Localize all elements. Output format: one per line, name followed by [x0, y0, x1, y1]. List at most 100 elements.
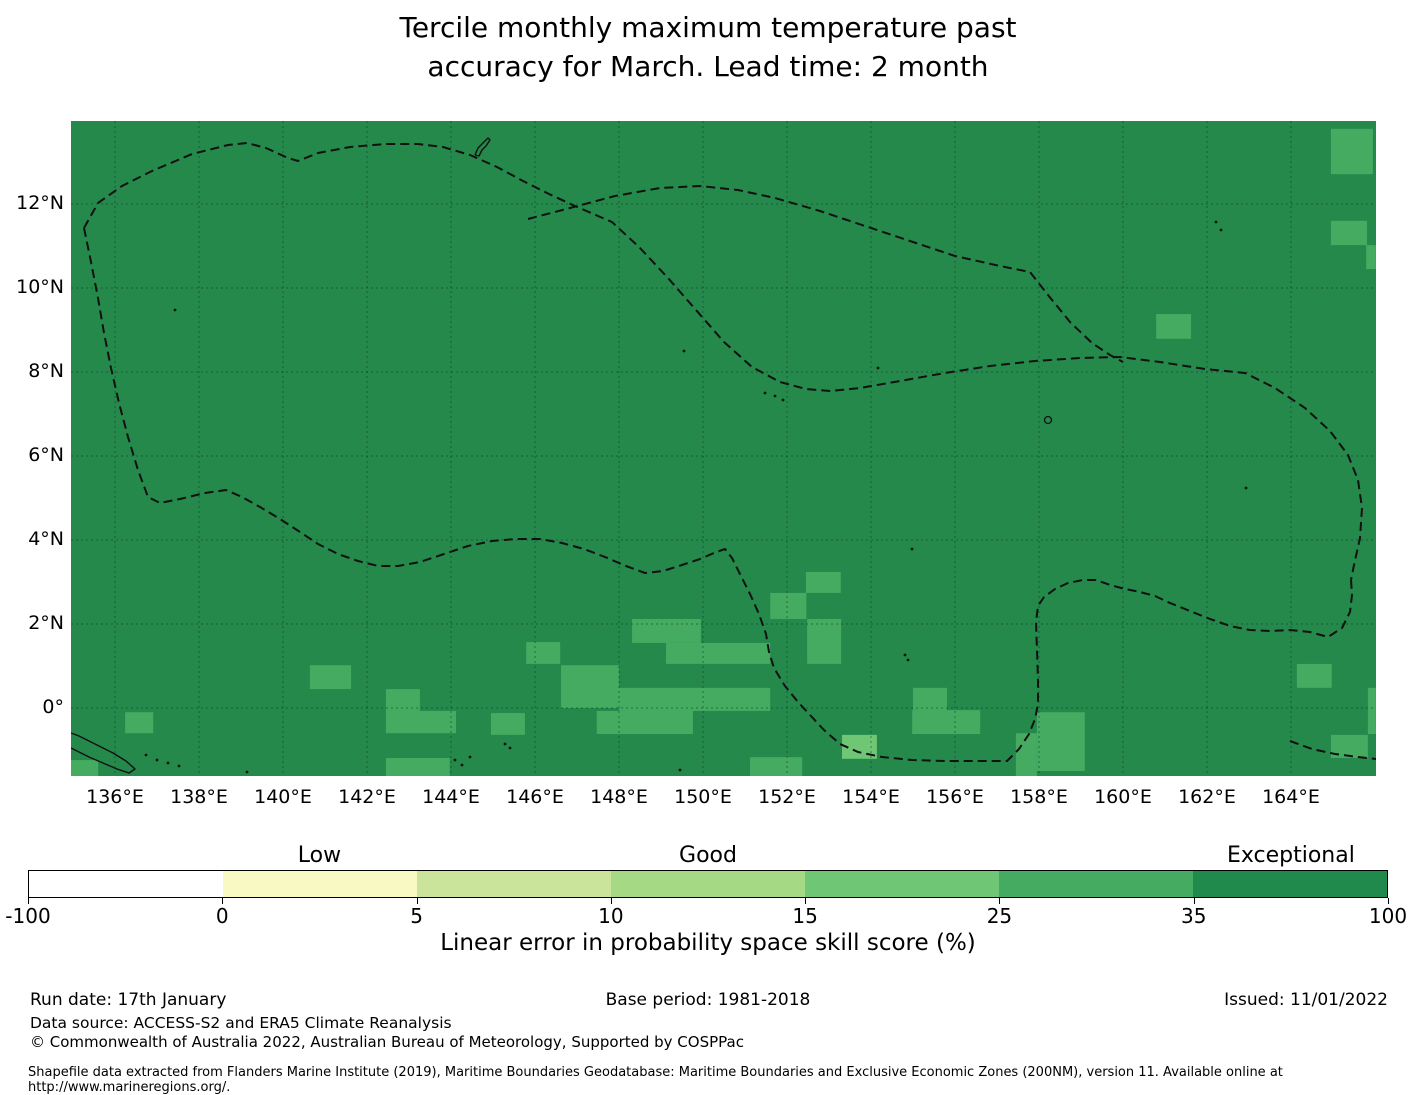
island-speck	[1244, 486, 1248, 490]
data-source-text: Data source: ACCESS-S2 and ERA5 Climate …	[30, 1014, 452, 1032]
x-tick-label: 144°E	[422, 786, 480, 808]
island-speck	[678, 768, 682, 772]
x-tick-label: 160°E	[1094, 786, 1152, 808]
copyright-text: © Commonwealth of Australia 2022, Austra…	[30, 1033, 744, 1051]
island-speck	[876, 366, 880, 370]
x-tick-label: 152°E	[758, 786, 816, 808]
island-speck	[910, 547, 914, 551]
figure-title-line-2: accuracy for March. Lead time: 2 month	[427, 50, 989, 83]
map-area	[71, 121, 1376, 776]
x-tick-label: 162°E	[1178, 786, 1236, 808]
island-speck	[682, 349, 686, 353]
figure-title-line-1: Tercile monthly maximum temperature past	[399, 11, 1017, 44]
colorbar-tick-mark	[1193, 898, 1195, 904]
colorbar-segment	[611, 871, 805, 897]
island-speck	[763, 391, 767, 395]
island-speck	[781, 398, 785, 402]
colorbar-segment	[223, 871, 417, 897]
colorbar-tick-label: 100	[1368, 904, 1408, 928]
colorbar-axis-label: Linear error in probability space skill …	[440, 930, 976, 956]
island-speck	[503, 742, 507, 746]
colorbar-tick-mark	[805, 898, 807, 904]
island-coastline	[71, 732, 136, 774]
island-speck	[508, 746, 512, 750]
colorbar-segment	[999, 871, 1193, 897]
y-tick-label: 8°N	[28, 359, 64, 382]
skill-cell	[1296, 663, 1332, 688]
island-speck	[903, 653, 907, 657]
x-tick-label: 158°E	[1010, 786, 1068, 808]
colorbar-class-label-good: Good	[679, 843, 737, 868]
skill-cell	[619, 687, 771, 711]
island-speck	[177, 764, 181, 768]
colorbar-tick-label: 35	[1180, 904, 1207, 928]
colorbar-tick-label: 25	[986, 904, 1013, 928]
colorbar-tick-mark	[1388, 898, 1389, 904]
skill-cell	[770, 592, 807, 619]
issued-date-text: Issued: 11/01/2022	[1224, 990, 1388, 1010]
island-speck	[245, 770, 249, 774]
skill-cell	[1330, 734, 1368, 758]
island-speck	[173, 308, 177, 312]
x-tick-label: 150°E	[674, 786, 732, 808]
skill-cell	[490, 713, 525, 735]
colorbar-tick-label: 10	[598, 904, 624, 928]
colorbar-tick-mark	[610, 898, 612, 904]
x-tick-label: 146°E	[506, 786, 564, 808]
colorbar-tick-label: 5	[410, 904, 423, 928]
colorbar-class-label-exceptional: Exceptional	[1226, 843, 1355, 868]
island-speck	[468, 755, 472, 759]
figure-title: Tercile monthly maximum temperature past…	[0, 8, 1416, 86]
island-speck	[906, 658, 910, 662]
colorbar-tick-mark	[416, 898, 418, 904]
x-tick-label: 140°E	[254, 786, 312, 808]
island-speck	[773, 394, 777, 398]
x-tick-label: 142°E	[338, 786, 396, 808]
y-tick-label: 2°N	[28, 611, 64, 634]
colorbar	[28, 870, 1388, 898]
eez-boundary-line	[527, 185, 1124, 363]
island-speck	[453, 758, 457, 762]
colorbar-tick-label: 0	[215, 904, 229, 928]
island-speck	[155, 758, 159, 762]
skill-cell	[561, 665, 620, 709]
skill-cell	[309, 665, 352, 690]
y-tick-label: 10°N	[16, 275, 64, 298]
skill-cell	[385, 689, 420, 711]
x-tick-label: 148°E	[590, 786, 648, 808]
skill-cell	[125, 712, 154, 734]
colorbar-tick-label: -100	[5, 904, 51, 928]
skill-cell	[385, 710, 457, 734]
skill-cell	[1330, 220, 1368, 246]
skill-cell	[666, 642, 771, 664]
eez-boundary-line	[1289, 740, 1376, 760]
skill-cell	[632, 618, 701, 643]
island-speck	[460, 763, 464, 767]
skill-cell	[1036, 712, 1085, 772]
skill-cell	[842, 734, 877, 759]
map-canvas	[71, 121, 1376, 776]
atoll-outline	[1043, 415, 1053, 425]
island-speck	[144, 753, 148, 757]
y-tick-label: 12°N	[16, 191, 64, 214]
colorbar-segment	[29, 871, 223, 897]
skill-cell	[526, 642, 561, 664]
skill-cell	[1366, 245, 1376, 270]
x-tick-label: 136°E	[86, 786, 144, 808]
skill-cell	[1367, 687, 1376, 735]
shapefile-note-text: Shapefile data extracted from Flanders M…	[28, 1065, 1283, 1095]
colorbar-tick-mark	[28, 898, 29, 904]
x-tick-label: 164°E	[1262, 786, 1320, 808]
skill-cell	[71, 760, 99, 776]
skill-cell	[1015, 733, 1037, 776]
colorbar-tick-mark	[999, 898, 1001, 904]
skill-cell	[807, 618, 842, 664]
island-speck	[1219, 228, 1223, 232]
colorbar-class-label-low: Low	[297, 843, 342, 868]
skill-cell	[913, 687, 948, 711]
colorbar-segment	[1193, 871, 1387, 897]
base-period-text: Base period: 1981-2018	[605, 990, 811, 1010]
skill-cell	[750, 757, 803, 776]
colorbar-tick-mark	[222, 898, 224, 904]
